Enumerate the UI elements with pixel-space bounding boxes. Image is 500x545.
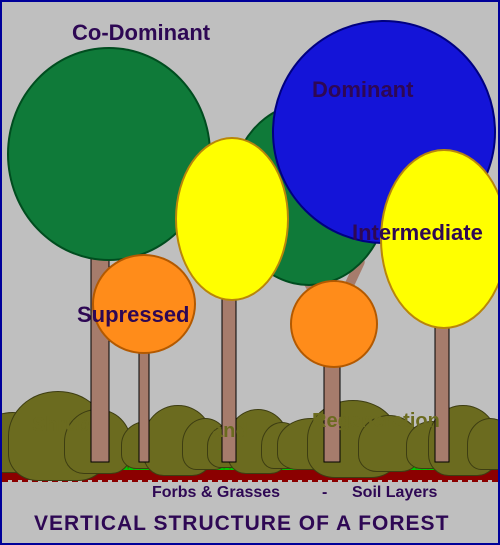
forest-structure-diagram: Co-Dominant Dominant Intermediate Supressed…: [0, 0, 500, 545]
suppressed-label: Supressed: [77, 302, 190, 328]
intermediate-canopy-3: [175, 137, 289, 301]
and-label: and: [212, 420, 248, 443]
intermediate-label: Intermediate: [352, 220, 483, 246]
shrub-label: Shrub: [32, 414, 90, 437]
suppressed-canopy-4: [290, 280, 378, 368]
soil-label: Soil Layers: [352, 484, 437, 502]
dominant-label: Dominant: [312, 77, 413, 103]
title-label: VERTICAL STRUCTURE OF A FOREST: [34, 512, 449, 536]
regeneration-label: Regeneration: [312, 410, 440, 433]
forbs-label: Forbs & Grasses: [152, 484, 280, 502]
sep-label: -: [322, 484, 327, 502]
codominant-label: Co-Dominant: [72, 20, 210, 46]
